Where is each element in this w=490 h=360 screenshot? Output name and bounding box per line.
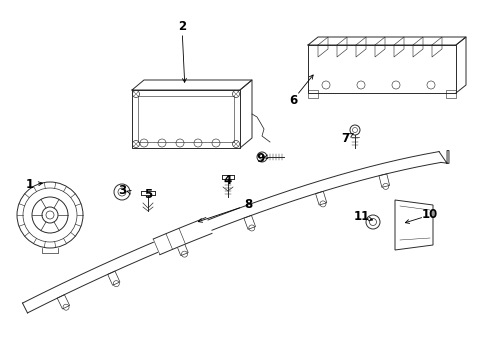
Text: 5: 5	[144, 189, 152, 202]
Text: 7: 7	[341, 131, 349, 144]
Text: 2: 2	[178, 21, 186, 33]
Text: 10: 10	[422, 208, 438, 221]
Text: 11: 11	[354, 211, 370, 224]
Text: 4: 4	[224, 174, 232, 186]
Polygon shape	[153, 217, 212, 255]
Text: 9: 9	[256, 152, 264, 165]
Text: 1: 1	[26, 179, 34, 192]
Text: 8: 8	[244, 198, 252, 211]
Text: 3: 3	[118, 184, 126, 197]
Text: 6: 6	[289, 94, 297, 107]
